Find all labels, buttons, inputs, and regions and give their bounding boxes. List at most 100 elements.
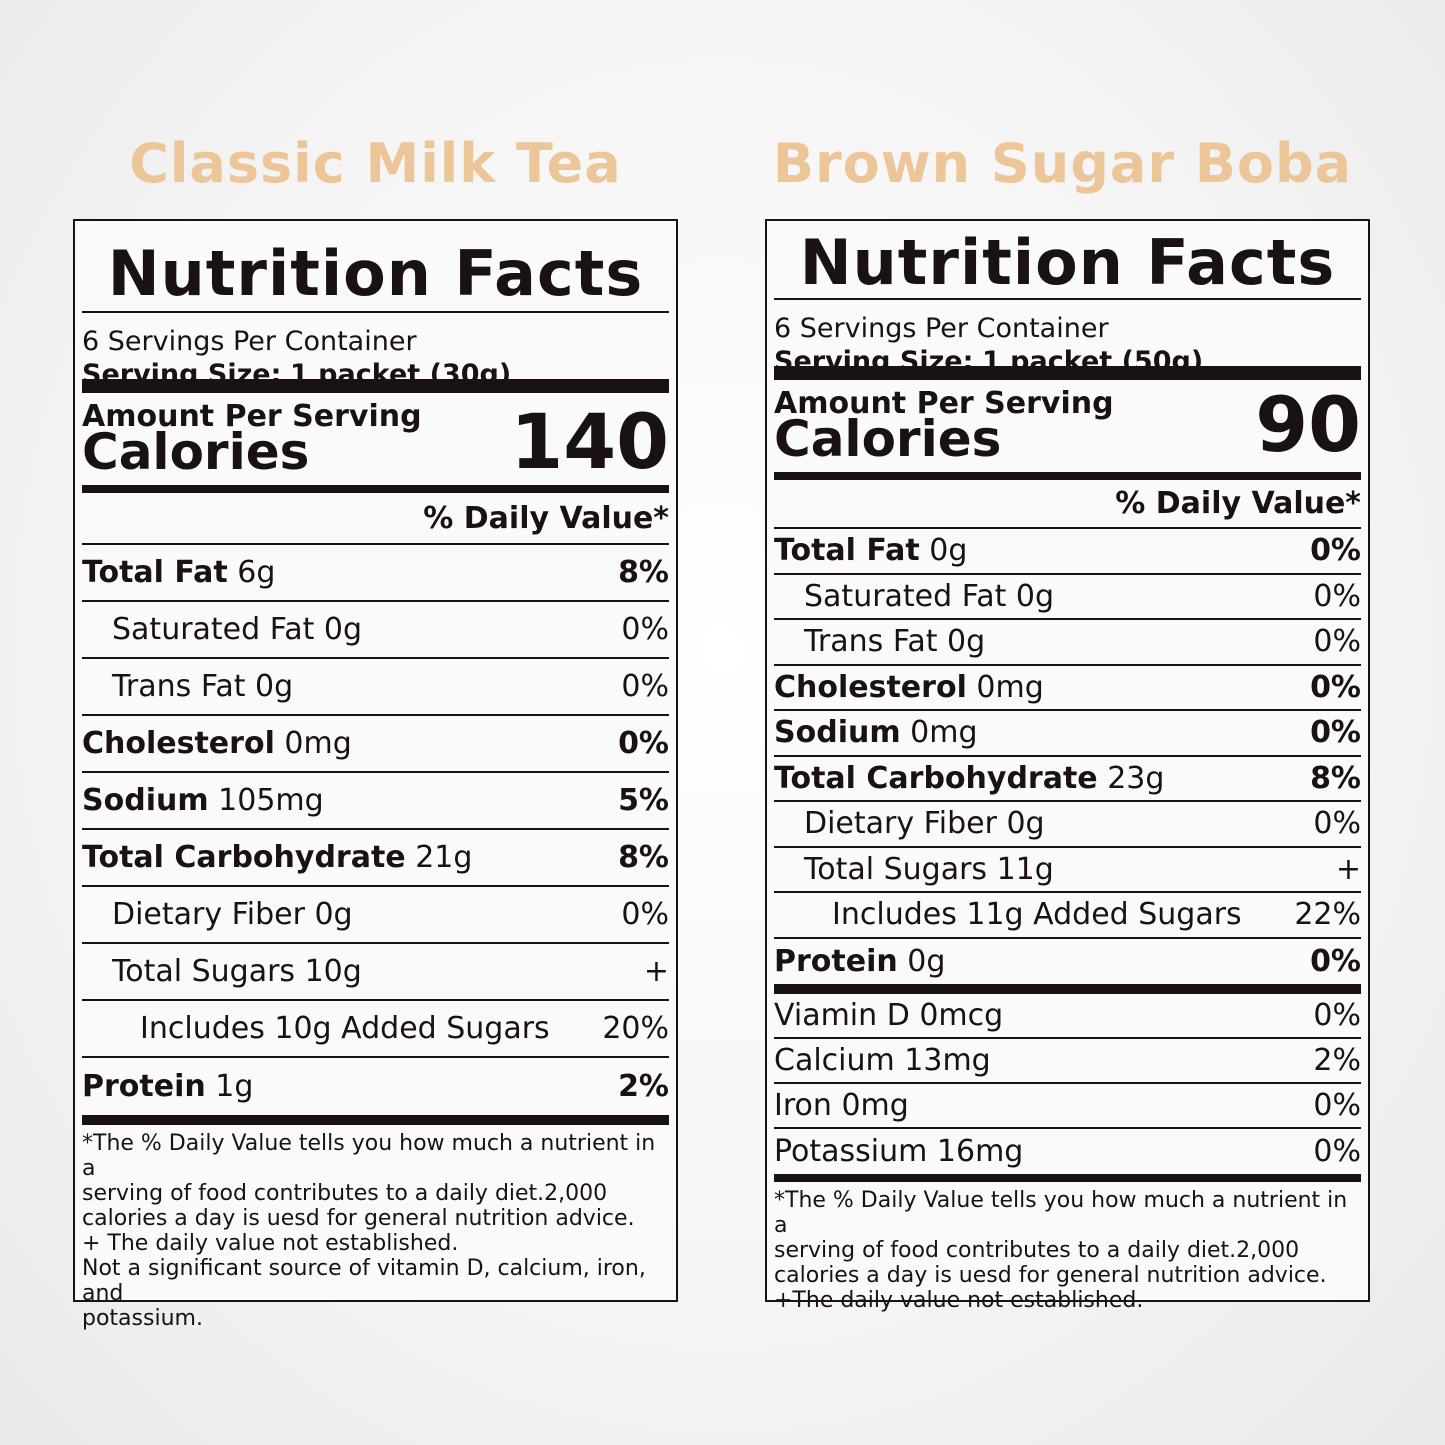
- daily-value-percent: 0%: [621, 897, 669, 932]
- vitamin-name: Viamin D: [774, 998, 910, 1033]
- nutrient-row: Sodium 0mg 0%: [774, 711, 1361, 757]
- daily-value-percent: 0%: [1313, 806, 1361, 842]
- nutrition-panel-brown-sugar: Nutrition Facts 6 Servings Per Container S…: [765, 219, 1370, 1313]
- daily-value-percent: 0%: [1313, 1088, 1361, 1123]
- nutrient-name: Total Sugars: [804, 851, 988, 887]
- nutrient-row: Total Carbohydrate 23g 8%: [774, 757, 1361, 802]
- thick-divider: [774, 472, 1361, 480]
- daily-value-percent: 0%: [1310, 715, 1361, 751]
- daily-value-percent: 5%: [618, 783, 669, 818]
- nutrient-amount: 0mg: [910, 715, 978, 751]
- daily-value-header: % Daily Value*: [82, 493, 669, 545]
- vitamin-row: Calcium 13mg 2%: [774, 1039, 1361, 1084]
- nutrition-facts-heading: Nutrition Facts: [774, 227, 1361, 300]
- daily-value-percent: 0%: [621, 669, 669, 704]
- serving-size-value: 1 packet (30g): [290, 359, 512, 390]
- daily-value-percent: 8%: [1310, 760, 1361, 796]
- nutrient-amount: 0g: [947, 624, 986, 660]
- daily-value-percent: 0%: [1313, 624, 1361, 660]
- nutrient-row: Sodium 105mg 5%: [82, 773, 669, 830]
- thick-divider: [82, 379, 669, 393]
- footnote-line: *The % Daily Value tells you how much a …: [82, 1131, 656, 1181]
- thick-divider: [774, 1174, 1361, 1182]
- thick-divider: [774, 366, 1361, 380]
- daily-value-percent: 0%: [1313, 1134, 1361, 1169]
- vitamin-name: Calcium: [774, 1043, 895, 1078]
- nutrient-name: Total Fat: [774, 533, 920, 569]
- nutrient-amount: 0mg: [976, 669, 1044, 705]
- footnote-line: potassium.: [82, 1306, 203, 1331]
- daily-value-percent: +: [1335, 851, 1361, 887]
- daily-value-percent: 0%: [621, 612, 669, 647]
- vitamin-row: Iron 0mg 0%: [774, 1084, 1361, 1129]
- nutrient-amount: 0g: [1006, 806, 1045, 842]
- nutrient-name: Cholesterol: [82, 726, 275, 761]
- nutrient-amount: 21g: [415, 840, 473, 875]
- calories-value: 140: [510, 397, 669, 486]
- nutrient-row: Total Sugars 10g +: [82, 944, 669, 1001]
- nutrient-name: Total Carbohydrate: [774, 760, 1098, 796]
- daily-value-header: % Daily Value*: [774, 480, 1361, 529]
- daily-value-percent: 8%: [618, 555, 669, 590]
- thick-divider: [774, 984, 1361, 994]
- daily-value-percent: 0%: [1310, 669, 1361, 705]
- vitamin-amount: 0mcg: [919, 998, 1004, 1033]
- daily-value-percent: 2%: [618, 1069, 669, 1104]
- nutrient-amount: 0g: [314, 897, 353, 932]
- nutrient-row: Dietary Fiber 0g 0%: [82, 887, 669, 944]
- amount-per-serving: Amount Per Serving: [82, 399, 422, 434]
- thick-divider: [82, 1115, 669, 1125]
- calories-label: Calories: [774, 410, 1002, 468]
- nutrient-row: Total Fat 0g 0%: [774, 529, 1361, 575]
- vitamin-row: Potassium 16mg 0%: [774, 1129, 1361, 1174]
- nutrient-name: Includes 10g Added Sugars: [140, 1011, 550, 1046]
- vitamin-amount: 16mg: [936, 1134, 1024, 1169]
- nutrient-amount: 0g: [323, 612, 363, 647]
- vitamin-amount: 0mg: [841, 1088, 909, 1123]
- product-title-brown-sugar-boba: Brown Sugar Boba: [772, 132, 1353, 195]
- nutrient-amount: 1g: [215, 1069, 254, 1104]
- nutrient-row: Saturated Fat 0g 0%: [774, 575, 1361, 620]
- nutrient-row: Total Carbohydrate 21g 8%: [82, 830, 669, 887]
- nutrient-name: Includes 11g Added Sugars: [832, 897, 1242, 933]
- nutrient-name: Dietary Fiber: [112, 897, 305, 932]
- serving-size-label: Serving Size:: [82, 359, 282, 390]
- footnote-line: +The daily value not established.: [774, 1288, 1144, 1313]
- nutrient-row: Includes 11g Added Sugars 22%: [774, 893, 1361, 939]
- nutrient-name: Saturated Fat: [112, 612, 315, 647]
- product-title-classic-milk-tea: Classic Milk Tea: [129, 132, 622, 195]
- daily-value-percent: 0%: [618, 726, 669, 761]
- amount-per-serving: Amount Per Serving: [774, 386, 1114, 421]
- nutrient-name: Saturated Fat: [804, 578, 1007, 614]
- daily-value-percent: 22%: [1294, 897, 1361, 933]
- daily-value-percent: 8%: [618, 840, 669, 875]
- daily-value-percent: 2%: [1313, 1043, 1361, 1078]
- daily-value-percent: 20%: [602, 1011, 669, 1046]
- nutrient-amount: 23g: [1107, 760, 1165, 796]
- nutrient-amount: 6g: [237, 555, 276, 590]
- vitamin-row: Viamin D 0mcg 0%: [774, 994, 1361, 1039]
- nutrient-row: Trans Fat 0g 0%: [774, 620, 1361, 666]
- nutrient-amount: 105mg: [218, 783, 324, 818]
- nutrient-name: Dietary Fiber: [804, 806, 997, 842]
- daily-value-percent: +: [643, 954, 669, 989]
- daily-value-percent: 0%: [1313, 578, 1361, 614]
- nutrient-amount: 0g: [1015, 578, 1055, 614]
- footnote: *The % Daily Value tells you how much a …: [774, 1188, 1361, 1313]
- footnote-line: serving of food contributes to a daily d…: [82, 1181, 608, 1206]
- vitamin-amount: 13mg: [904, 1043, 991, 1078]
- serving-size-value: 1 packet (50g): [982, 346, 1204, 377]
- servings-per-container: 6 Servings Per Container: [774, 313, 1109, 344]
- nutrient-name: Trans Fat: [804, 624, 938, 660]
- nutrient-row: Includes 10g Added Sugars 20%: [82, 1001, 669, 1058]
- calories-label: Calories: [82, 423, 310, 481]
- nutrient-name: Total Sugars: [112, 954, 296, 989]
- nutrient-row: Saturated Fat 0g 0%: [82, 602, 669, 659]
- nutrient-name: Sodium: [82, 783, 209, 818]
- footnote-line: Not a significant source of vitamin D, c…: [82, 1256, 646, 1306]
- nutrient-name: Sodium: [774, 715, 901, 751]
- daily-value-percent: 0%: [1313, 998, 1361, 1033]
- calories-value: 90: [1255, 380, 1361, 469]
- nutrient-row: Cholesterol 0mg 0%: [82, 716, 669, 773]
- nutrition-panel-classic: Nutrition Facts 6 Servings Per Container S…: [73, 219, 678, 1331]
